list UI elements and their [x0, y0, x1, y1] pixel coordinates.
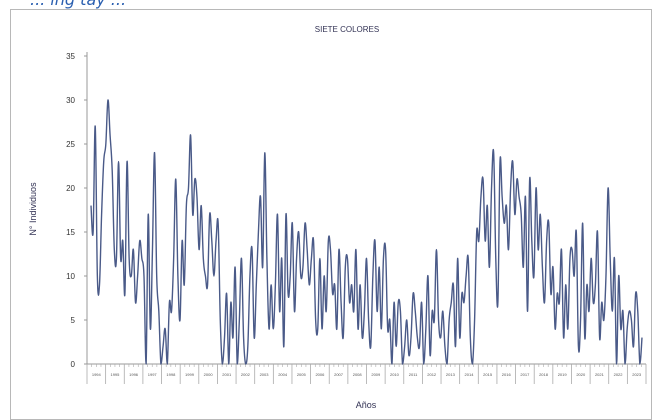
x-tick-label: 2006: [315, 372, 325, 377]
x-tick-label: 2005: [297, 372, 307, 377]
x-tick-label: 2008: [353, 372, 363, 377]
x-tick-label: 2009: [371, 372, 381, 377]
x-tick-label: 2010: [390, 372, 400, 377]
x-tick-label: 2017: [520, 372, 530, 377]
x-tick-label: 1994: [92, 372, 102, 377]
y-tick-label: 0: [71, 360, 76, 369]
x-tick-label: 2019: [558, 372, 568, 377]
x-tick-label: 2007: [334, 372, 344, 377]
series-line: [90, 99, 643, 365]
header-text-fragment: ... ing tay ...: [0, 0, 652, 9]
x-tick-label: 2003: [260, 372, 270, 377]
x-tick-label: 2022: [614, 372, 624, 377]
x-tick-label: 2015: [483, 372, 493, 377]
x-axis: 1994 1995 1996 1997 1998 1999 2000 2001 2002 2003…: [86, 363, 647, 384]
y-tick-label: 5: [71, 316, 76, 325]
y-tick-label: 25: [66, 140, 75, 149]
series-layer: [90, 99, 643, 365]
x-tick-label: 2016: [502, 372, 512, 377]
y-tick-label: 30: [66, 96, 75, 105]
x-tick-label: 1999: [185, 372, 195, 377]
y-tick-label: 35: [66, 52, 75, 61]
x-tick-label: 2000: [204, 372, 214, 377]
x-tick-label: 2014: [465, 372, 475, 377]
x-tick-label: 2023: [632, 372, 642, 377]
y-tick-label: 15: [66, 228, 75, 237]
x-tick-label: 1996: [129, 372, 139, 377]
x-tick-label: 2013: [446, 372, 456, 377]
x-tick-label: 2001: [222, 372, 232, 377]
y-tick-label: 20: [66, 184, 75, 193]
x-tick-label: 2020: [576, 372, 586, 377]
y-axis: 0 5 10 15 20 25 30 35: [66, 52, 88, 369]
x-tick-label: 1998: [166, 372, 176, 377]
x-tick-label: 2011: [409, 372, 418, 377]
x-tick-label: 1997: [148, 372, 158, 377]
x-tick-label: 2012: [427, 372, 437, 377]
y-axis-title: N° Individuos: [28, 182, 38, 236]
x-tick-label: 2002: [241, 372, 251, 377]
x-tick-label: 2021: [595, 372, 605, 377]
x-tick-label: 1995: [110, 372, 120, 377]
x-tick-label: 2018: [539, 372, 549, 377]
x-tick-label: 2004: [278, 372, 288, 377]
x-axis-title: Años: [356, 400, 377, 410]
chart-title: SIETE COLORES: [315, 25, 379, 34]
y-tick-label: 10: [66, 272, 75, 281]
